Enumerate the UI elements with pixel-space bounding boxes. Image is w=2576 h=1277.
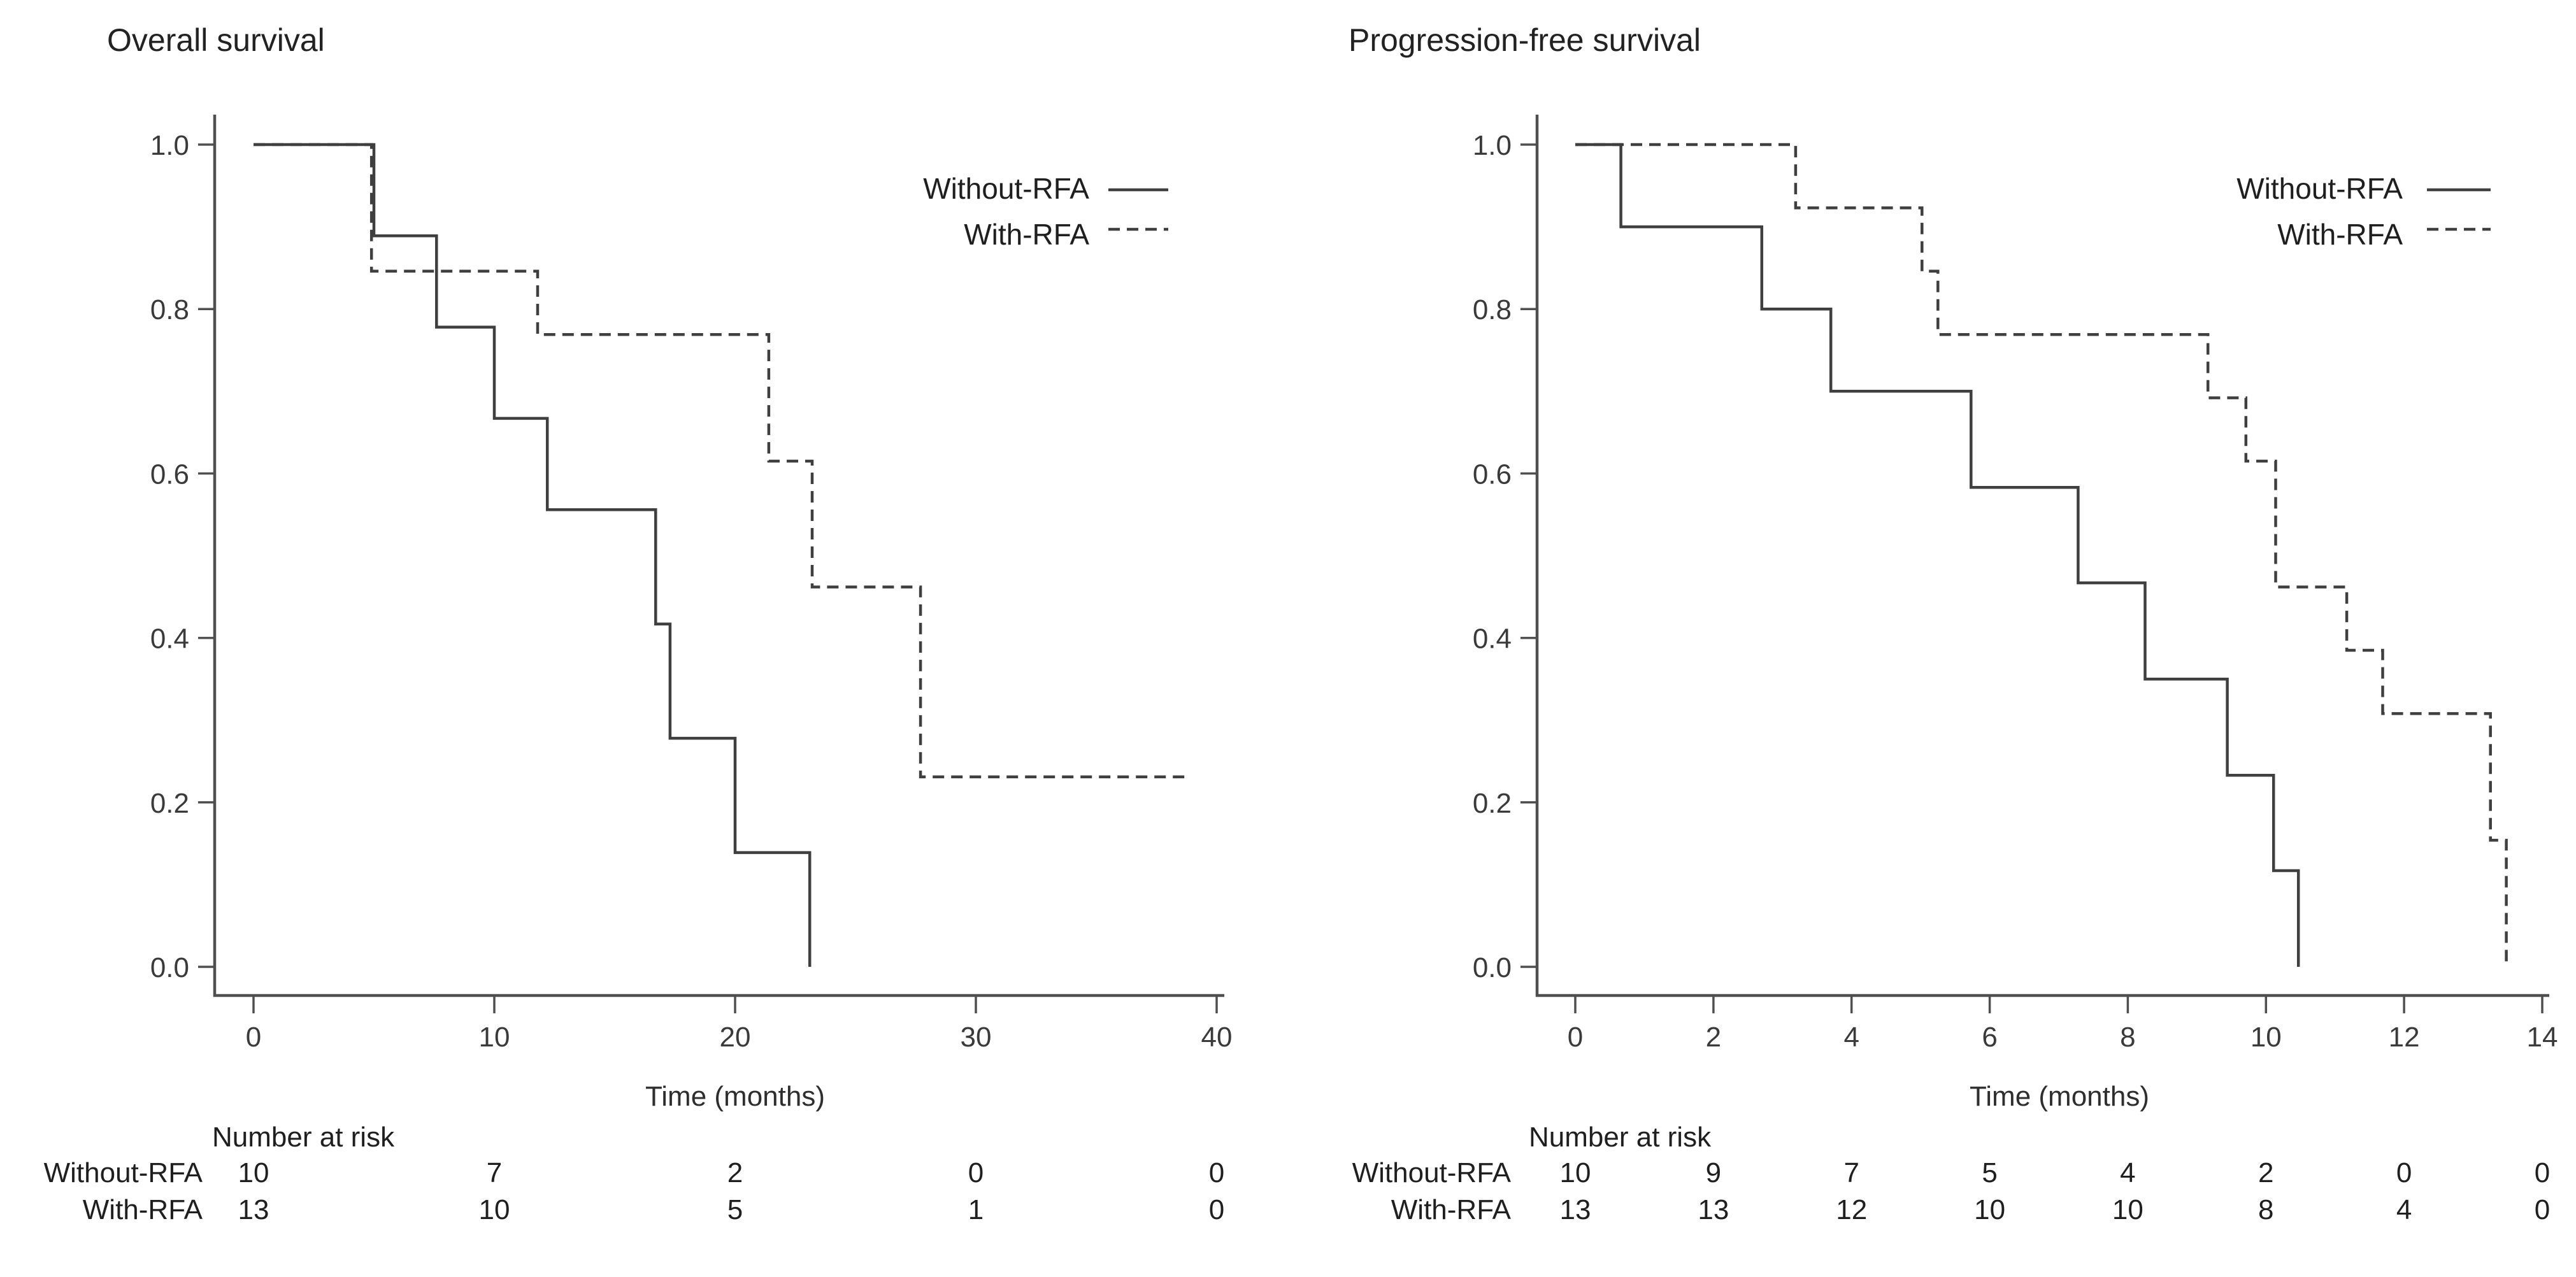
x-tick-label: 30 [961,1022,992,1053]
at-risk-value: 10 [1560,1157,1591,1188]
pfs-title: Progression-free survival [1349,22,1701,58]
pfs-at-risk-row-label-with-rfa: With-RFA [1391,1194,1512,1225]
km-curve-without-rfa [1575,143,2300,967]
x-tick-label: 6 [1982,1022,1997,1053]
x-tick-label: 40 [1201,1022,1233,1053]
at-risk-value: 12 [1836,1194,1867,1225]
pfs-legend-label-with-rfa: With-RFA [2277,218,2403,251]
km-curve-with-rfa [1575,143,2508,967]
at-risk-value: 10 [2112,1194,2143,1225]
y-tick-label: 0.0 [1473,952,1512,983]
x-tick-label: 4 [1843,1022,1859,1053]
x-tick-label: 20 [720,1022,751,1053]
y-tick-label: 0.8 [1473,294,1512,325]
os-title: Overall survival [107,22,325,58]
os-legend-label-without-rfa: Without-RFA [923,172,1089,205]
y-tick-label: 1.0 [150,130,189,161]
at-risk-value: 7 [1843,1157,1859,1188]
at-risk-value: 0 [968,1157,984,1188]
x-tick-label: 10 [479,1022,510,1053]
pfs-at-risk-row-label-without-rfa: Without-RFA [1352,1157,1512,1188]
at-risk-value: 8 [2258,1194,2273,1225]
at-risk-value: 0 [1209,1157,1224,1188]
y-tick-label: 0.0 [150,952,189,983]
pfs-time-axis-label: Time (months) [1970,1081,2149,1112]
y-tick-label: 0.2 [150,788,189,819]
x-tick-label: 2 [1706,1022,1721,1053]
at-risk-value: 0 [2396,1157,2412,1188]
pfs-legend-label-without-rfa: Without-RFA [2236,172,2403,205]
axis [213,115,1224,997]
progression-free-survival-panel: Progression-free survival Time (months) … [1349,22,2558,1225]
os-legend-label-with-rfa: With-RFA [964,218,1089,251]
axis [1535,115,2549,997]
y-tick-label: 0.4 [150,624,189,655]
pfs-plot-area: 0.0 0.2 0.4 0.6 0.8 1.0 0 2 4 6 8 10 12 14 10 9 7 5 4 2 0 0 13… [1473,115,2558,1225]
at-risk-value: 5 [727,1194,743,1225]
x-tick-label: 0 [246,1022,261,1053]
km-curve-without-rfa [254,143,812,967]
at-risk-value: 1 [968,1194,984,1225]
os-at-risk-row-label-without-rfa: Without-RFA [44,1157,203,1188]
y-tick-label: 0.6 [1473,459,1512,490]
at-risk-value: 10 [1974,1194,2005,1225]
os-time-axis-label: Time (months) [645,1081,825,1112]
at-risk-value: 0 [2535,1194,2550,1225]
x-tick-label: 14 [2527,1022,2558,1053]
y-tick-label: 1.0 [1473,130,1512,161]
x-tick-label: 8 [2120,1022,2135,1053]
at-risk-value: 10 [238,1157,269,1188]
y-tick-label: 0.6 [150,459,189,490]
at-risk-value: 13 [238,1194,269,1225]
pfs-number-at-risk-header: Number at risk [1529,1122,1712,1153]
km-curve-with-rfa [254,143,1188,779]
os-number-at-risk-header: Number at risk [212,1122,395,1153]
overall-survival-panel: Overall survival Time (months) Without-R… [44,22,1233,1225]
at-risk-value: 4 [2120,1157,2135,1188]
at-risk-value: 9 [1706,1157,1721,1188]
at-risk-value: 5 [1982,1157,1997,1188]
at-risk-value: 10 [479,1194,510,1225]
os-at-risk-row-label-with-rfa: With-RFA [83,1194,203,1225]
x-tick-label: 12 [2389,1022,2420,1053]
y-tick-label: 0.2 [1473,788,1512,819]
at-risk-value: 2 [727,1157,743,1188]
y-tick-label: 0.8 [150,294,189,325]
at-risk-value: 4 [2396,1194,2412,1225]
at-risk-value: 13 [1560,1194,1591,1225]
at-risk-value: 0 [2535,1157,2550,1188]
at-risk-value: 2 [2258,1157,2273,1188]
y-tick-label: 0.4 [1473,624,1512,655]
at-risk-value: 7 [487,1157,502,1188]
x-tick-label: 0 [1568,1022,1583,1053]
at-risk-value: 0 [1209,1194,1224,1225]
at-risk-value: 13 [1698,1194,1729,1225]
x-tick-label: 10 [2250,1022,2282,1053]
